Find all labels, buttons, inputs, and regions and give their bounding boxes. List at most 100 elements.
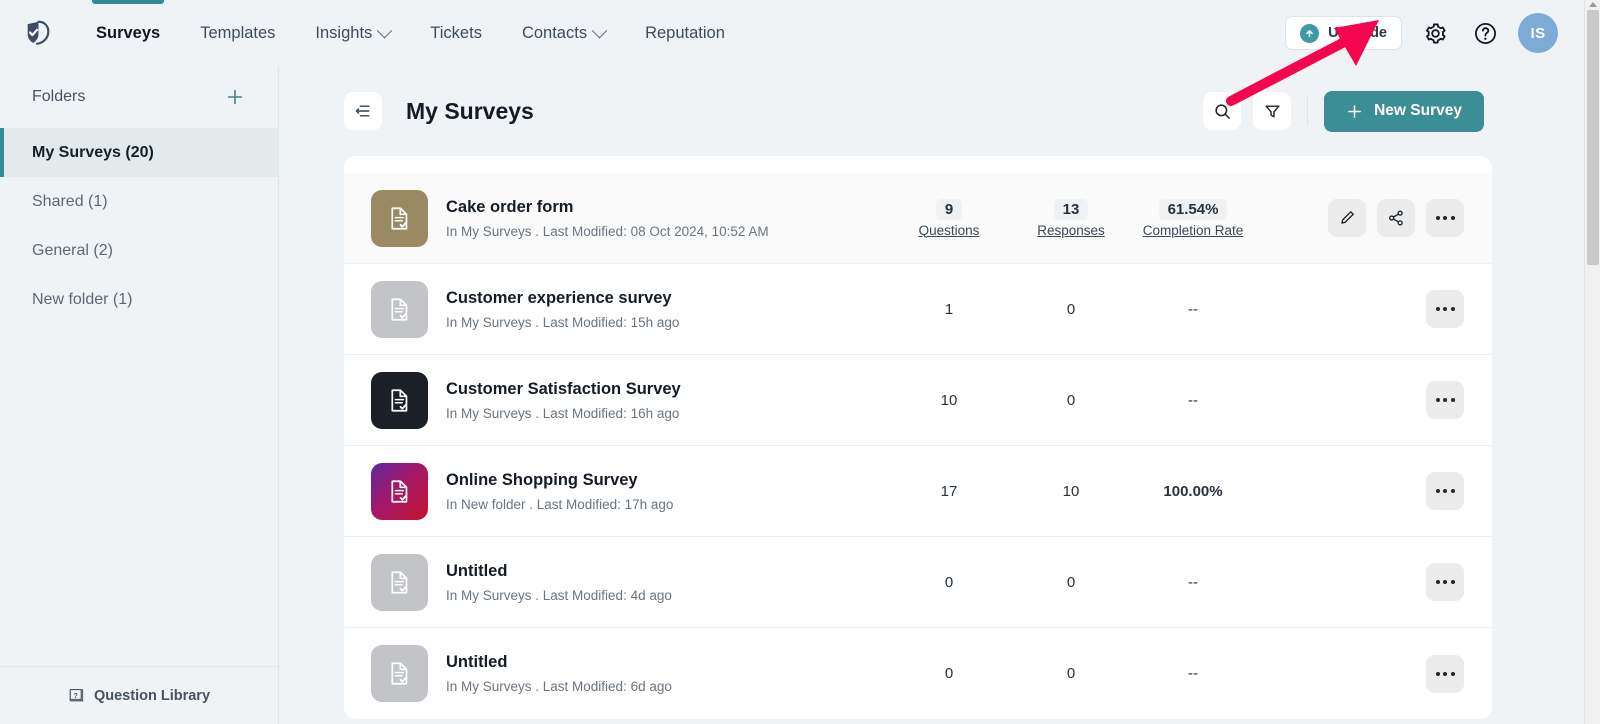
survey-stats: 0 0 -- [888, 572, 1254, 593]
upgrade-button[interactable]: Upgrade [1285, 16, 1402, 50]
survey-info: Untitled In My Surveys . Last Modified: … [446, 562, 846, 603]
nav-item-tickets[interactable]: Tickets [410, 0, 502, 66]
table-row[interactable]: Online Shopping Survey In New folder . L… [344, 446, 1492, 537]
survey-subtitle: In My Surveys . Last Modified: 16h ago [446, 405, 680, 421]
survey-subtitle: In My Surveys . Last Modified: 6d ago [446, 679, 672, 694]
table-row[interactable]: Untitled In My Surveys . Last Modified: … [344, 537, 1492, 628]
sidebar-item-general[interactable]: General (2) [0, 226, 278, 275]
survey-title: Untitled [446, 653, 508, 671]
stat-questions: 1 [888, 299, 1010, 320]
sidebar-item-label: Shared (1) [32, 192, 108, 210]
stat-value: -- [1188, 573, 1198, 591]
stat-responses: 10 [1010, 481, 1132, 502]
sidebar-item-label: General (2) [32, 241, 113, 259]
survey-title: Online Shopping Survey [446, 470, 638, 489]
more-options-button[interactable] [1426, 290, 1464, 328]
stat-responses: 0 [1010, 663, 1132, 684]
sidebar-item-label: My Surveys (20) [32, 143, 154, 161]
page-title: My Surveys [406, 97, 534, 124]
nav-item-templates[interactable]: Templates [180, 0, 295, 66]
main-content: My Surveys [279, 66, 1584, 724]
stat-value: 0 [1066, 573, 1076, 591]
question-circle-icon [1474, 22, 1496, 44]
stat-questions: 9 Questions [888, 198, 1010, 238]
more-options-button[interactable] [1426, 472, 1464, 510]
more-options-button[interactable] [1426, 654, 1464, 693]
book-question-icon: ? [69, 688, 84, 702]
upgrade-label: Upgrade [1328, 25, 1387, 41]
question-library-button[interactable]: ? Question Library [0, 666, 278, 724]
survey-title: Customer experience survey [446, 288, 672, 307]
main-nav-items: Surveys Templates Insights Tickets Conta… [76, 0, 745, 66]
more-options-icon [1435, 580, 1455, 584]
table-row[interactable]: Customer experience survey In My Surveys… [344, 264, 1492, 355]
plus-icon [1348, 104, 1361, 118]
stat-value: 0 [944, 665, 954, 682]
search-button[interactable] [1203, 92, 1242, 130]
collapse-sidebar-button[interactable] [344, 92, 382, 130]
table-row[interactable]: Untitled In My Surveys . Last Modified: … [344, 628, 1492, 719]
stat-value: 13 [1053, 198, 1089, 220]
edit-pencil-icon [1341, 211, 1354, 224]
table-row[interactable]: Customer Satisfaction Survey In My Surve… [344, 355, 1492, 446]
edit-survey-button[interactable] [1328, 199, 1366, 237]
row-actions [1304, 472, 1464, 510]
nav-item-reputation[interactable]: Reputation [625, 0, 745, 66]
stat-value: 17 [940, 482, 958, 500]
survey-stats: 10 0 -- [888, 390, 1254, 411]
survey-thumbnail [371, 371, 428, 429]
more-options-button[interactable] [1426, 381, 1464, 419]
stat-questions: 0 [888, 572, 1010, 593]
sidebar-item-label: New folder (1) [32, 290, 133, 308]
user-avatar[interactable]: IS [1518, 13, 1558, 53]
stat-completion-rate: -- [1132, 299, 1254, 320]
stat-label[interactable]: Responses [1037, 222, 1105, 238]
sidebar-item-shared[interactable]: Shared (1) [0, 177, 278, 226]
sidebar-item-new-folder[interactable]: New folder (1) [0, 275, 278, 324]
sidebar-item-my-surveys[interactable]: My Surveys (20) [0, 128, 278, 177]
help-button[interactable] [1468, 16, 1502, 50]
more-options-button[interactable] [1426, 199, 1464, 237]
stat-value: 0 [1066, 665, 1076, 682]
stat-questions: 10 [888, 390, 1010, 411]
survey-info: Customer Satisfaction Survey In My Surve… [446, 380, 846, 421]
stat-responses: 0 [1010, 299, 1132, 320]
table-row[interactable]: Cake order form In My Surveys . Last Mod… [344, 173, 1492, 264]
add-folder-button[interactable] [222, 84, 248, 110]
nav-item-contacts[interactable]: Contacts [502, 0, 625, 66]
page-scrollbar[interactable] [1584, 0, 1600, 724]
filter-button[interactable] [1253, 92, 1292, 130]
stat-completion-rate: -- [1132, 663, 1254, 684]
app-logo[interactable] [0, 0, 76, 66]
stat-label[interactable]: Questions [918, 222, 980, 238]
settings-button[interactable] [1418, 16, 1452, 50]
survey-info: Cake order form In My Surveys . Last Mod… [446, 198, 846, 239]
share-icon [1389, 210, 1403, 226]
new-survey-button[interactable]: New Survey [1324, 90, 1484, 132]
svg-text:?: ? [73, 692, 77, 700]
stat-value: 10 [1062, 482, 1080, 500]
stat-value: 100.00% [1163, 482, 1223, 500]
nav-item-label: Contacts [521, 23, 588, 42]
more-options-icon [1435, 671, 1455, 676]
scrollbar-thumb[interactable] [1587, 10, 1599, 265]
row-actions [1304, 381, 1464, 419]
nav-item-label: Surveys [96, 23, 161, 42]
top-nav-right-controls: Upgrade IS [1285, 13, 1584, 53]
survey-stats: 9 Questions 13 Responses 61.54% Completi… [888, 198, 1254, 238]
more-options-button[interactable] [1426, 563, 1464, 601]
more-options-icon [1435, 489, 1455, 493]
survey-title: Customer Satisfaction Survey [446, 379, 681, 398]
stat-label[interactable]: Completion Rate [1142, 222, 1244, 238]
stat-completion-rate: 61.54% Completion Rate [1132, 198, 1254, 238]
share-survey-button[interactable] [1377, 199, 1415, 237]
survey-title: Cake order form [446, 197, 574, 216]
chevron-down-icon [591, 22, 608, 38]
survey-thumbnail [371, 553, 428, 611]
nav-item-surveys[interactable]: Surveys [76, 0, 180, 66]
scroll-up-arrow-icon[interactable] [1589, 2, 1597, 7]
more-options-icon [1435, 398, 1455, 402]
nav-item-insights[interactable]: Insights [295, 0, 410, 66]
survey-subtitle: In My Surveys . Last Modified: 08 Oct 20… [446, 223, 769, 239]
document-check-icon [391, 570, 408, 594]
